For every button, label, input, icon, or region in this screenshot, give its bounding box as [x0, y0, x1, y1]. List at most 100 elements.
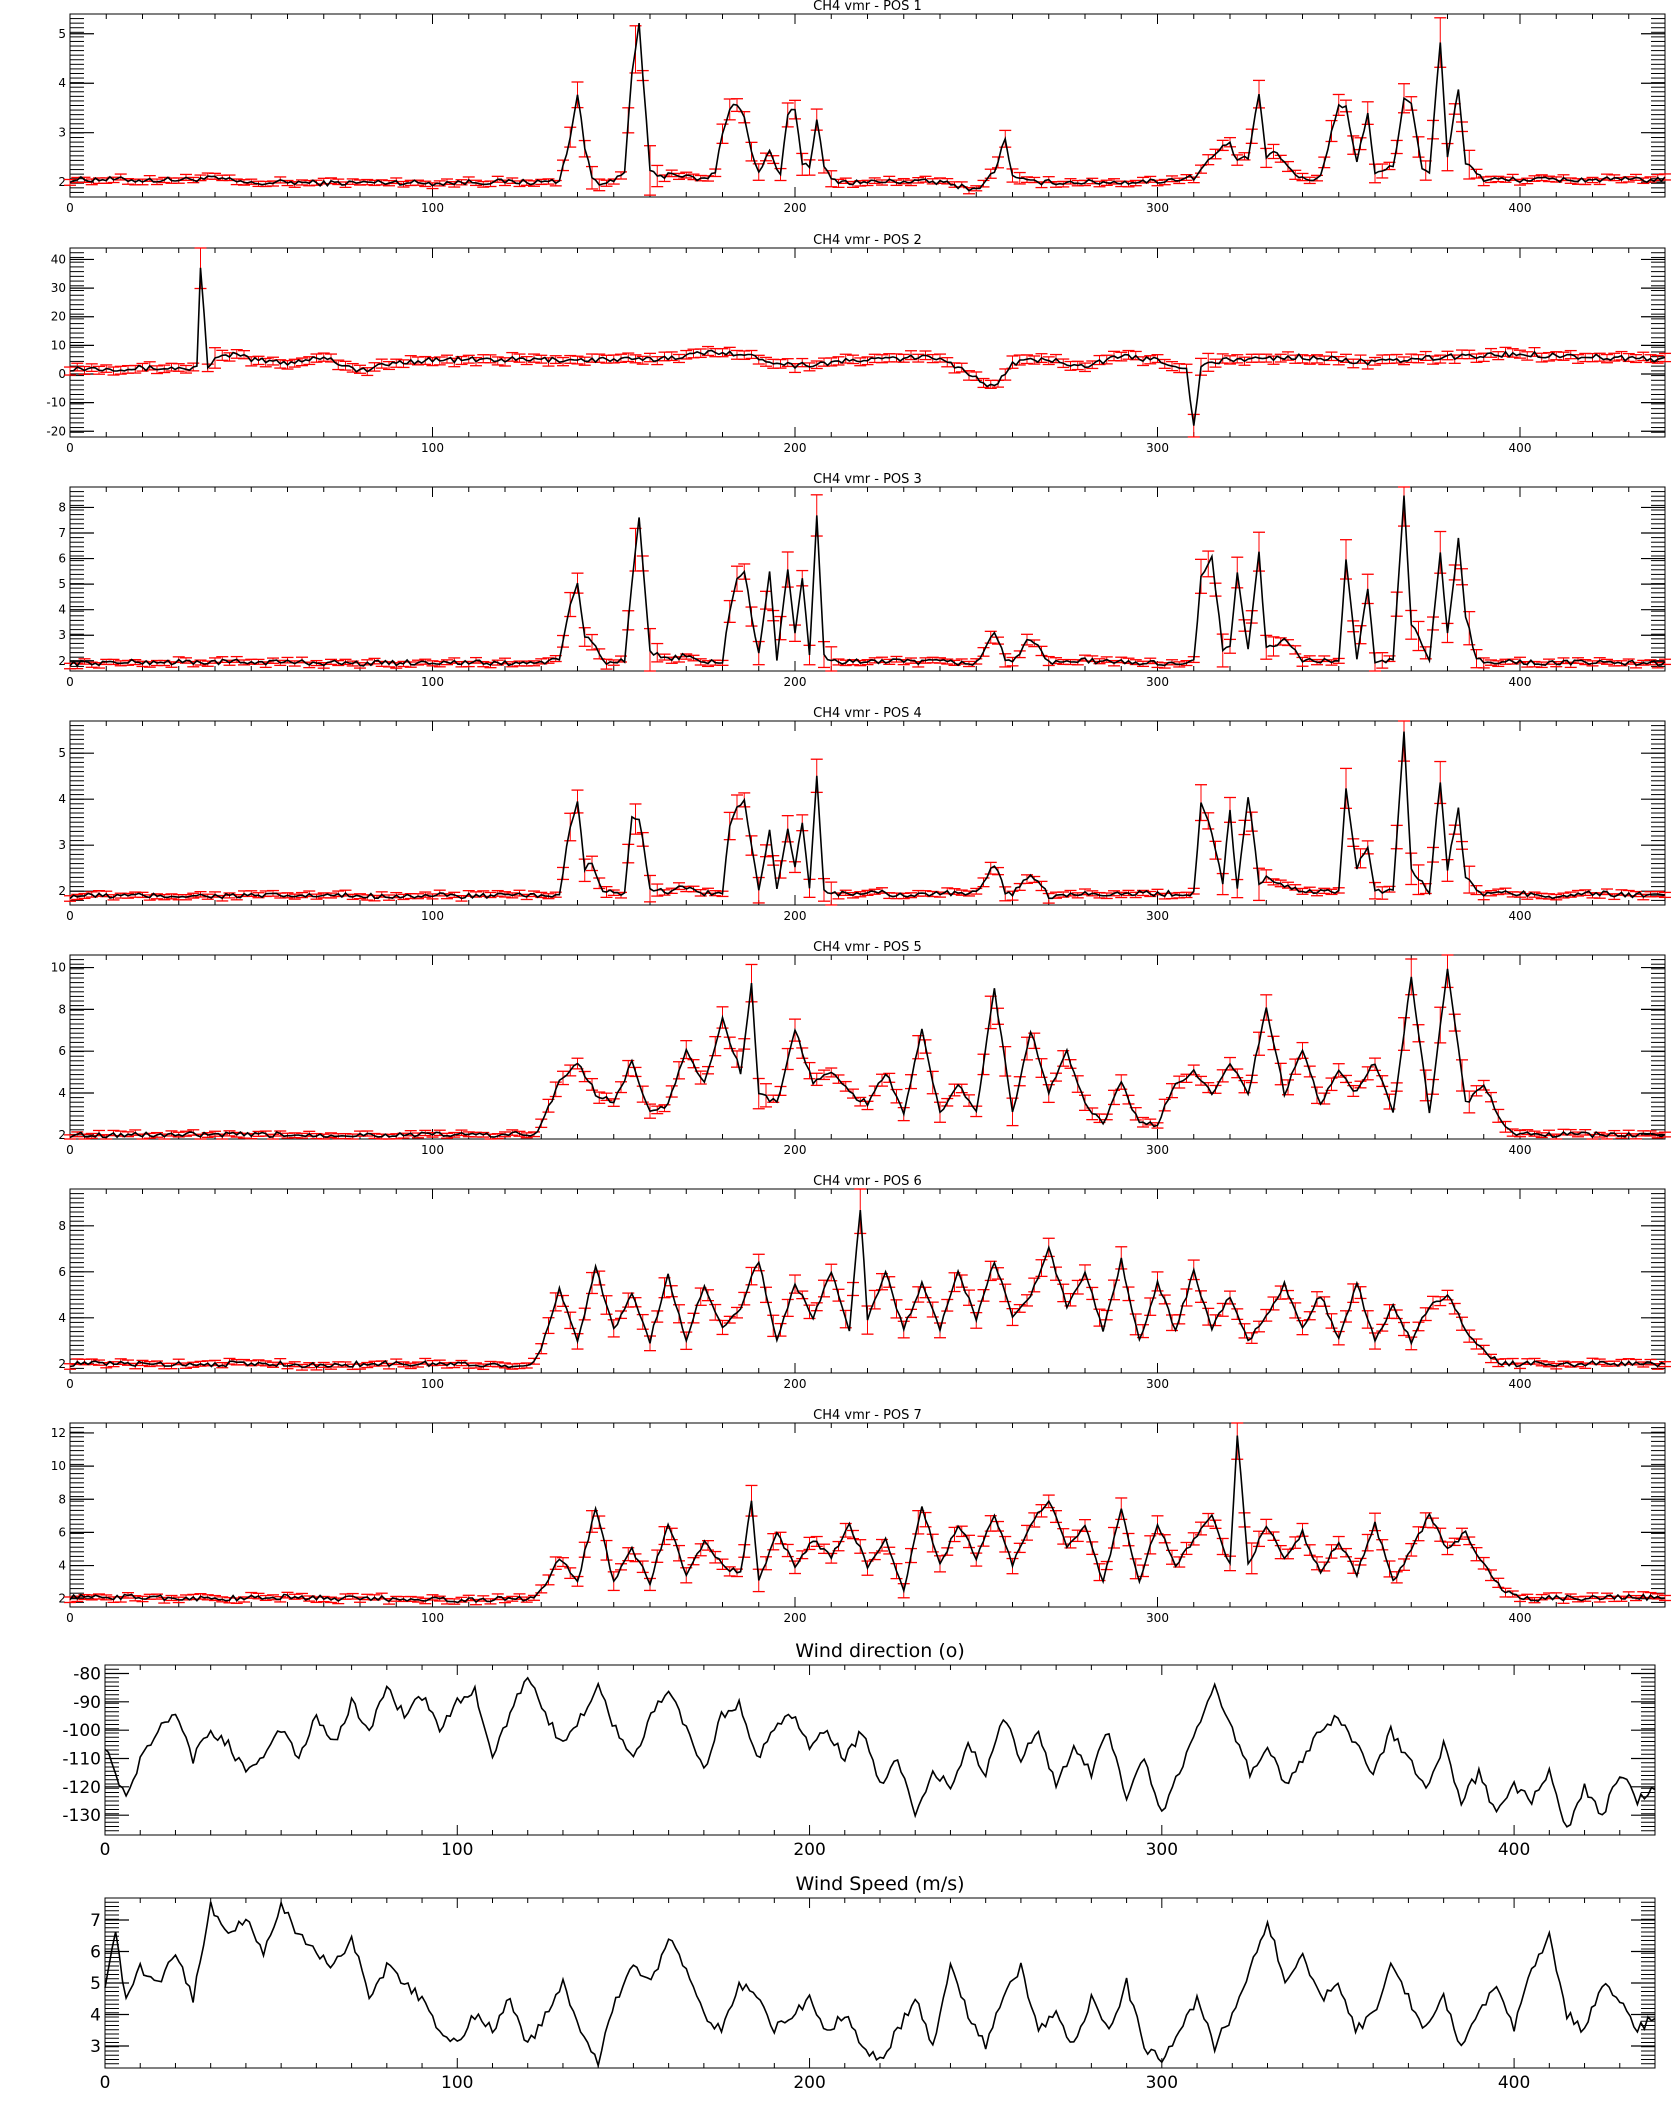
x-tick-label: 0	[66, 1611, 74, 1625]
y-tick-label: 4	[58, 603, 66, 617]
y-tick-label: -100	[62, 1721, 101, 1741]
y-tick-label: 30	[51, 281, 66, 295]
plot-frame	[104, 1897, 1656, 2069]
x-tick-label: 400	[1509, 1611, 1532, 1625]
x-tick-label: 100	[421, 441, 444, 455]
y-tick-label: -10	[46, 396, 66, 410]
y-minor-ticks	[70, 1193, 1665, 1369]
y-tick-label: 4	[58, 1086, 66, 1100]
y-tick-label: 3	[58, 126, 66, 140]
y-tick-label: 2	[58, 654, 66, 668]
x-tick-label: 400	[1498, 2073, 1530, 2093]
series-line	[69, 267, 1666, 426]
x-tick-label: 200	[784, 1143, 807, 1157]
x-tick-label: 300	[1146, 1143, 1169, 1157]
error-bars	[64, 1188, 1671, 1371]
x-tick-label: 0	[66, 441, 74, 455]
x-tick-label: 200	[784, 1377, 807, 1391]
x-tick-label: 100	[441, 1840, 473, 1860]
x-tick-label: 0	[66, 201, 74, 215]
y-tick-label: 3	[58, 628, 66, 642]
chart-title: CH4 vmr - POS 4	[813, 706, 922, 721]
x-tick-label: 300	[1146, 1611, 1169, 1625]
chart-title: Wind Speed (m/s)	[795, 1873, 964, 1895]
y-tick-label: 8	[58, 1219, 66, 1233]
y-tick-label: 6	[58, 1044, 66, 1058]
y-tick-label: 5	[58, 577, 66, 591]
series-line	[104, 1676, 1656, 1828]
plot-frame	[69, 247, 1666, 438]
chart-panel-3: CH4 vmr - POS 3 2 3 4 5 6 7 8 0 100 200 300 400	[58, 472, 1671, 689]
y-tick-label: 5	[90, 1974, 101, 1994]
plot-frame	[104, 1664, 1656, 1836]
x-tick-label: 200	[784, 909, 807, 923]
y-tick-label: -20	[46, 424, 66, 438]
x-tick-label: 200	[784, 201, 807, 215]
error-bars	[64, 720, 1671, 906]
chart-panel-8: Wind direction (o) -80 -90 -100 -110 -120 -130…	[62, 1640, 1656, 1860]
x-tick-label: 200	[784, 441, 807, 455]
y-tick-label: 8	[58, 1002, 66, 1016]
chart-title: CH4 vmr - POS 6	[813, 1174, 922, 1189]
x-tick-label: 400	[1509, 675, 1532, 689]
x-tick-label: 100	[421, 909, 444, 923]
chart-title: CH4 vmr - POS 2	[813, 233, 922, 248]
y-tick-label: 8	[58, 1492, 66, 1506]
x-tick-label: 100	[421, 1611, 444, 1625]
x-tick-label: 200	[793, 1840, 825, 1860]
y-tick-label: 8	[58, 500, 66, 514]
y-tick-label: -120	[62, 1778, 101, 1798]
x-tick-label: 300	[1146, 441, 1169, 455]
plot-frame	[69, 1188, 1666, 1374]
y-tick-label: 4	[58, 1559, 66, 1573]
x-tick-label: 100	[421, 1377, 444, 1391]
chart-panel-6: CH4 vmr - POS 6 2 4 6 8 0 100 200 300 400	[58, 1174, 1671, 1391]
y-tick-label: -110	[62, 1750, 101, 1770]
x-tick-label: 400	[1509, 909, 1532, 923]
y-tick-label: -130	[62, 1806, 101, 1826]
error-bars	[64, 486, 1671, 672]
y-tick-label: 2	[58, 1128, 66, 1142]
y-minor-ticks	[70, 725, 1665, 901]
y-minor-ticks	[105, 1901, 1655, 2065]
plot-frame	[69, 720, 1666, 906]
y-tick-label: -90	[73, 1693, 101, 1713]
x-tick-label: 300	[1146, 909, 1169, 923]
x-tick-label: 300	[1146, 201, 1169, 215]
y-tick-label: 2	[58, 884, 66, 898]
series-line	[69, 22, 1666, 192]
y-tick-label: 12	[51, 1426, 66, 1440]
y-tick-label: 0	[58, 367, 66, 381]
x-tick-label: 400	[1509, 1143, 1532, 1157]
y-tick-label: 6	[58, 1525, 66, 1539]
chart-panel-7: CH4 vmr - POS 7 2 4 6 8 10 12 0 100 200 300 400	[51, 1408, 1671, 1625]
chart-title: CH4 vmr - POS 7	[813, 1408, 922, 1423]
y-tick-label: 4	[90, 2005, 101, 2025]
y-tick-label: 3	[90, 2037, 101, 2057]
y-tick-label: 10	[51, 338, 66, 352]
plot-frame	[69, 486, 1666, 672]
x-tick-label: 100	[421, 201, 444, 215]
x-tick-label: 300	[1146, 675, 1169, 689]
y-tick-label: -80	[73, 1665, 101, 1685]
y-tick-label: 2	[58, 1357, 66, 1371]
y-tick-label: 7	[90, 1911, 101, 1931]
x-tick-label: 0	[66, 1377, 74, 1391]
series-line	[69, 968, 1666, 1139]
y-tick-label: 6	[58, 1265, 66, 1279]
x-tick-label: 400	[1498, 1840, 1530, 1860]
chart-panel-1: CH4 vmr - POS 1 2 3 4 5 0 100 200 300 400	[58, 0, 1671, 215]
plot-frame	[69, 954, 1666, 1140]
y-tick-label: 4	[58, 792, 66, 806]
y-minor-ticks	[70, 491, 1665, 667]
y-tick-label: 2	[58, 1592, 66, 1606]
series-line	[69, 731, 1666, 900]
y-tick-label: 4	[58, 76, 66, 90]
x-tick-label: 0	[66, 675, 74, 689]
chart-panel-4: CH4 vmr - POS 4 2 3 4 5 0 100 200 300 400	[58, 706, 1671, 923]
x-tick-label: 0	[66, 909, 74, 923]
y-tick-label: 7	[58, 526, 66, 540]
series-line	[69, 495, 1666, 668]
